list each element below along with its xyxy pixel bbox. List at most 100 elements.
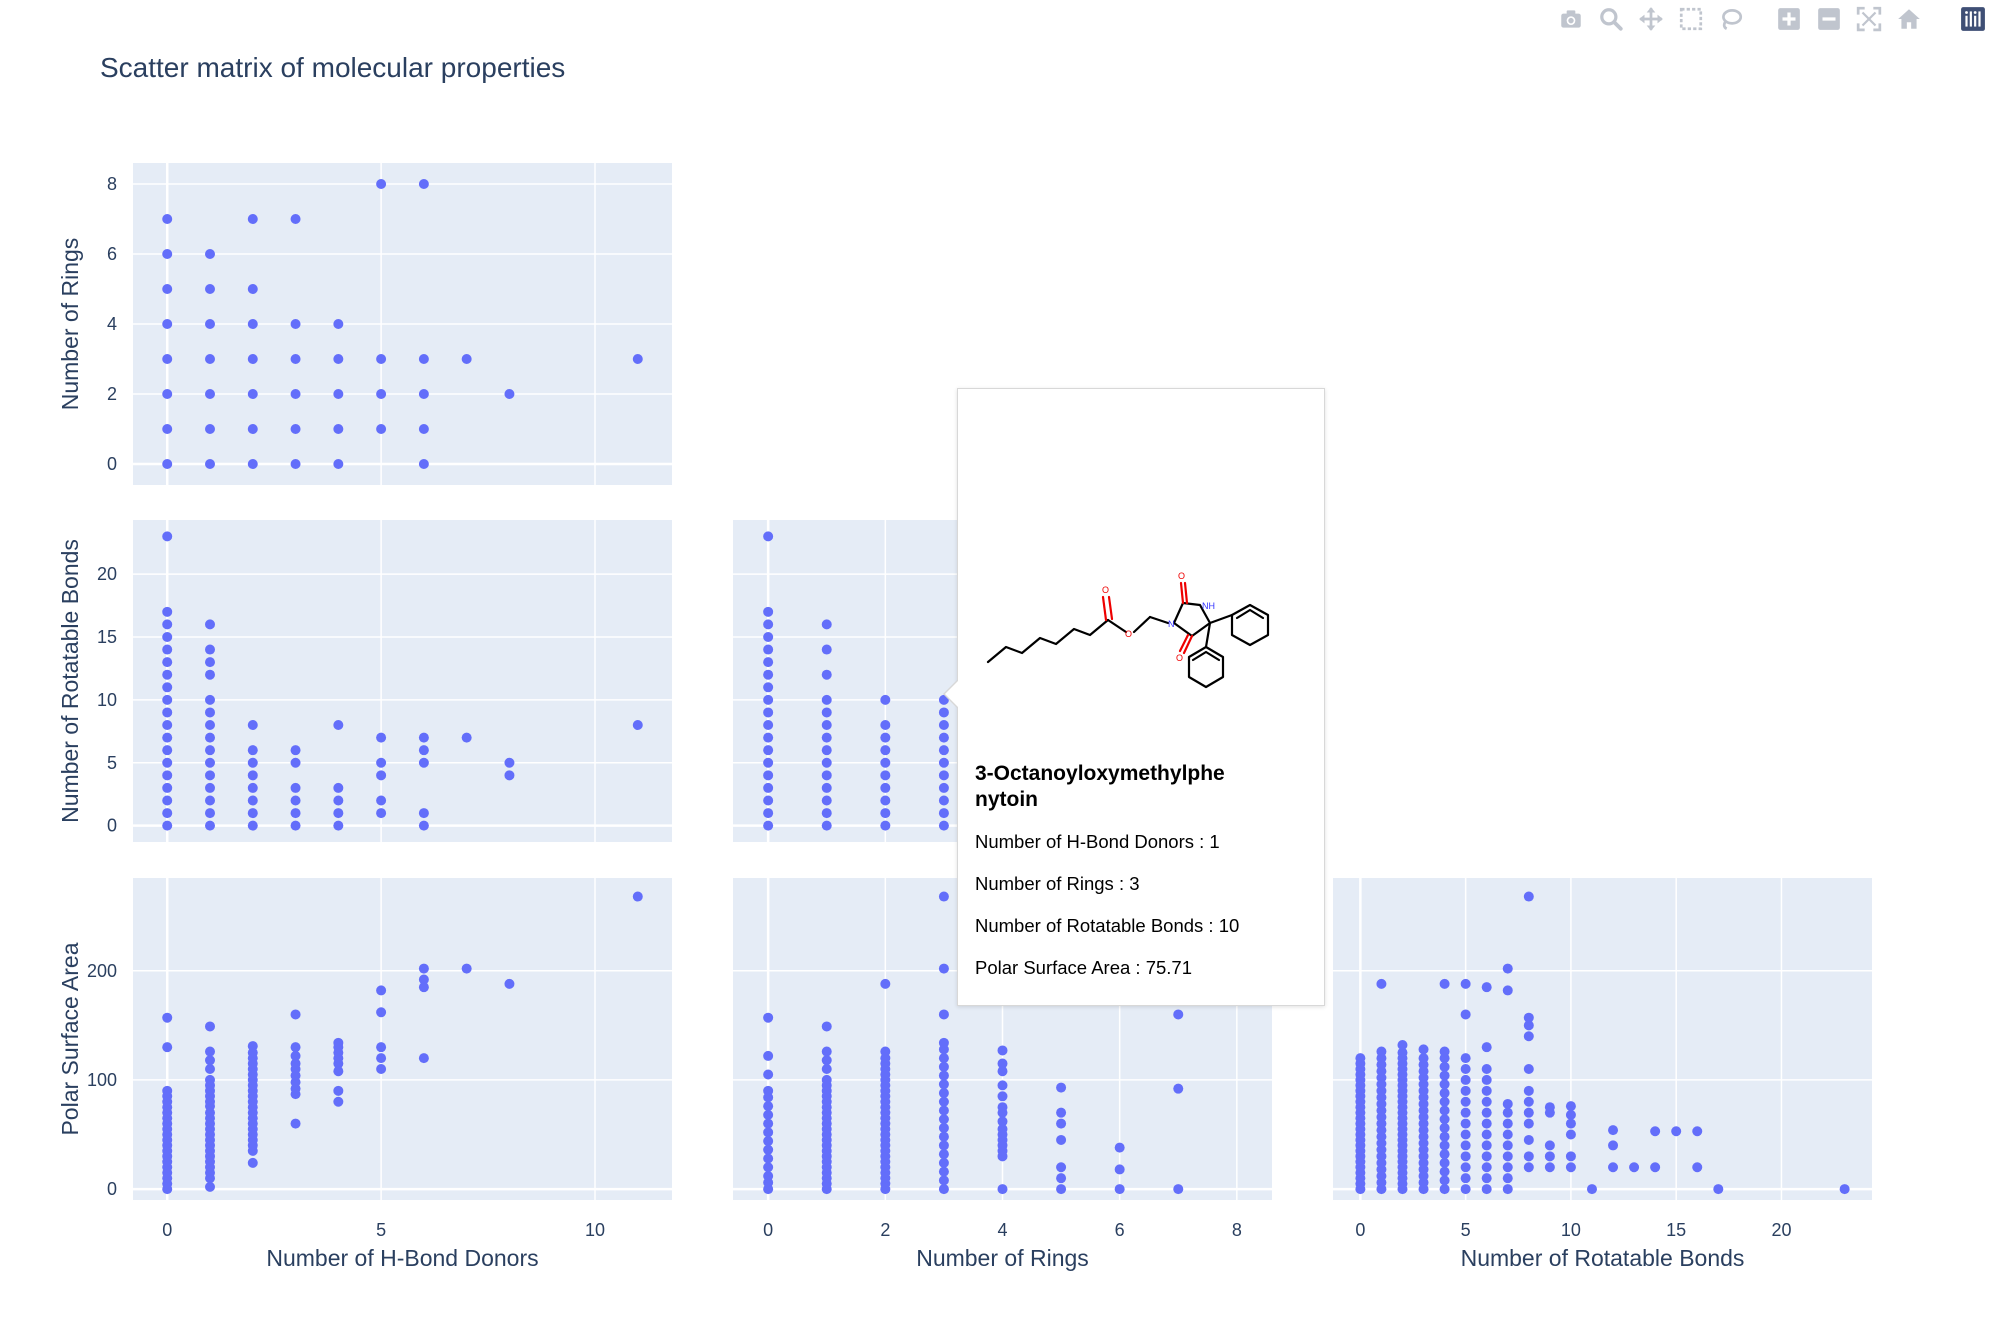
scatter-point[interactable] (1397, 1040, 1408, 1051)
scatter-point[interactable] (1355, 1053, 1366, 1064)
scatter-point[interactable] (938, 1009, 949, 1020)
reset-axes-icon[interactable] (1894, 4, 1924, 34)
scatter-point[interactable] (763, 720, 774, 731)
scatter-point[interactable] (1460, 1118, 1471, 1129)
scatter-point[interactable] (205, 795, 215, 806)
scatter-point[interactable] (938, 1131, 949, 1142)
scatter-point[interactable] (1481, 1085, 1492, 1096)
scatter-point[interactable] (997, 1080, 1008, 1091)
scatter-point[interactable] (763, 531, 774, 542)
scatter-point[interactable] (1692, 1162, 1703, 1173)
scatter-point[interactable] (418, 982, 429, 993)
scatter-point[interactable] (1502, 1162, 1513, 1173)
scatter-point[interactable] (880, 732, 891, 743)
scatter-point[interactable] (290, 795, 301, 806)
scatter-point[interactable] (1460, 1162, 1471, 1173)
scatter-point[interactable] (376, 389, 387, 399)
scatter-point[interactable] (162, 631, 173, 642)
scatter-point[interactable] (880, 808, 891, 819)
scatter-point[interactable] (880, 1046, 891, 1057)
scatter-point[interactable] (247, 284, 258, 294)
scatter-point[interactable] (162, 782, 173, 793)
scatter-point[interactable] (938, 1140, 949, 1151)
scatter-point[interactable] (1418, 1053, 1429, 1064)
scatter-point[interactable] (938, 1122, 949, 1133)
scatter-point[interactable] (418, 179, 429, 189)
pan-icon[interactable] (1636, 4, 1666, 34)
scatter-point[interactable] (162, 1012, 173, 1023)
scatter-point[interactable] (1460, 1085, 1471, 1096)
scatter-point[interactable] (938, 891, 949, 902)
scatter-point[interactable] (763, 1109, 774, 1120)
scatter-point[interactable] (1544, 1140, 1555, 1151)
scatter-point[interactable] (247, 424, 258, 434)
scatter-point[interactable] (205, 745, 215, 756)
scatter-point[interactable] (418, 757, 429, 768)
scatter-point[interactable] (997, 1091, 1008, 1102)
scatter-point[interactable] (1056, 1184, 1067, 1195)
scatter-point[interactable] (821, 1064, 832, 1075)
scatter-point[interactable] (1481, 1140, 1492, 1151)
scatter-point[interactable] (376, 424, 387, 434)
scatter-point[interactable] (1460, 1053, 1471, 1064)
scatter-point[interactable] (1056, 1107, 1067, 1118)
scatter-point[interactable] (162, 389, 173, 399)
scatter-point[interactable] (938, 770, 949, 781)
scatter-point[interactable] (938, 732, 949, 743)
scatter-point[interactable] (1502, 1118, 1513, 1129)
scatter-point[interactable] (938, 1166, 949, 1177)
scatter-point[interactable] (162, 249, 173, 259)
scatter-point[interactable] (333, 319, 344, 329)
scatter-point[interactable] (205, 669, 215, 680)
scatter-point[interactable] (333, 1096, 344, 1107)
scatter-point[interactable] (162, 770, 173, 781)
scatter-point[interactable] (821, 820, 832, 831)
scatter-point[interactable] (1439, 1070, 1450, 1081)
scatter-point[interactable] (205, 644, 215, 655)
scatter-point[interactable] (162, 531, 173, 542)
scatter-point[interactable] (1481, 1118, 1492, 1129)
zoom-out-icon[interactable] (1814, 4, 1844, 34)
scatter-point[interactable] (763, 1050, 774, 1061)
scatter-point[interactable] (938, 1088, 949, 1099)
scatter-point[interactable] (205, 732, 215, 743)
scatter-point[interactable] (1565, 1118, 1576, 1129)
scatter-point[interactable] (333, 354, 344, 364)
scatter-point[interactable] (205, 1021, 215, 1032)
scatter-panel[interactable] (133, 520, 672, 842)
scatter-point[interactable] (763, 1136, 774, 1147)
scatter-point[interactable] (1481, 1074, 1492, 1085)
scatter-point[interactable] (376, 795, 387, 806)
scatter-point[interactable] (1397, 1047, 1408, 1058)
scatter-point[interactable] (418, 732, 429, 743)
scatter-point[interactable] (162, 707, 173, 718)
scatter-point[interactable] (1439, 1166, 1450, 1177)
scatter-point[interactable] (938, 1105, 949, 1116)
scatter-point[interactable] (880, 757, 891, 768)
scatter-point[interactable] (1376, 978, 1387, 989)
scatter-point[interactable] (333, 820, 344, 831)
scatter-point[interactable] (880, 694, 891, 705)
scatter-point[interactable] (1439, 1088, 1450, 1099)
scatter-point[interactable] (205, 782, 215, 793)
scatter-point[interactable] (162, 424, 173, 434)
scatter-point[interactable] (1608, 1140, 1619, 1151)
scatter-point[interactable] (763, 1012, 774, 1023)
scatter-point[interactable] (1460, 1184, 1471, 1195)
scatter-point[interactable] (162, 694, 173, 705)
scatter-point[interactable] (763, 694, 774, 705)
scatter-point[interactable] (247, 770, 258, 781)
scatter-point[interactable] (1565, 1129, 1576, 1140)
scatter-point[interactable] (938, 1070, 949, 1081)
scatter-point[interactable] (247, 795, 258, 806)
scatter-point[interactable] (1629, 1162, 1640, 1173)
scatter-point[interactable] (205, 820, 215, 831)
scatter-point[interactable] (1502, 1129, 1513, 1140)
scatter-point[interactable] (938, 1157, 949, 1168)
scatter-point[interactable] (1439, 1061, 1450, 1072)
scatter-point[interactable] (938, 795, 949, 806)
scatter-point[interactable] (821, 808, 832, 819)
scatter-point[interactable] (205, 757, 215, 768)
scatter-point[interactable] (1502, 1107, 1513, 1118)
scatter-point[interactable] (763, 732, 774, 743)
